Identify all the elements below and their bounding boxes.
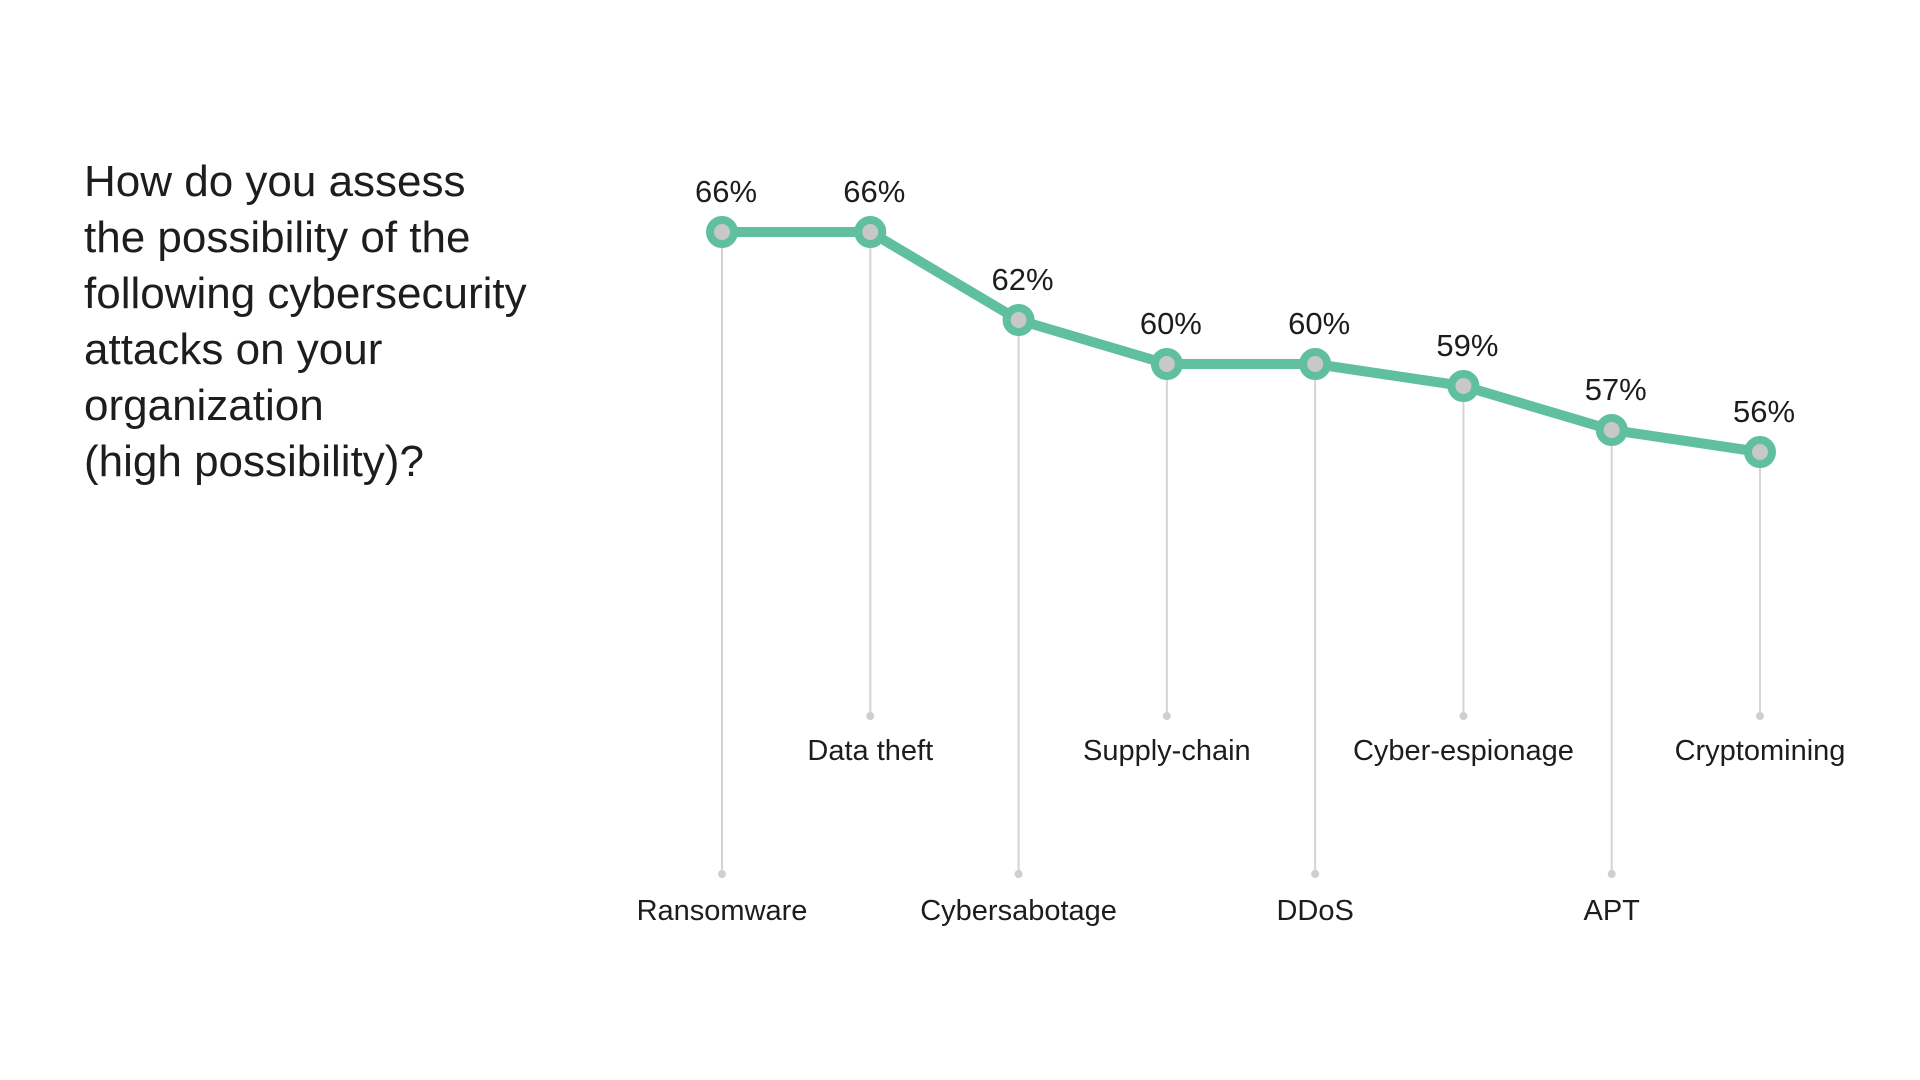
category-label: Supply-chain — [1083, 735, 1251, 767]
data-label: 60% — [1288, 306, 1350, 341]
data-label: 56% — [1733, 394, 1795, 429]
data-point — [1447, 370, 1480, 402]
category-label: Data theft — [807, 735, 933, 767]
leader-end-dot — [1162, 712, 1171, 720]
leader-end-dot — [1014, 870, 1023, 878]
category-label: Cyber-espionage — [1353, 735, 1574, 767]
chart-title-line: attacks on your — [84, 325, 382, 374]
data-label: 59% — [1436, 328, 1498, 363]
chart-title-line: organization — [84, 381, 324, 430]
data-point — [1150, 348, 1183, 380]
data-point — [1744, 436, 1776, 468]
data-labels: 66% 66% 62% 60% 60% 59% 57% 56% — [695, 174, 1795, 429]
chart-title-line: (high possibility)? — [84, 437, 424, 486]
chart-title-line: How do you assess — [84, 157, 466, 206]
data-point — [1002, 304, 1035, 336]
category-label: Ransomware — [637, 895, 808, 927]
chart-title-line: the possibility of the — [84, 213, 470, 262]
leader-end-dot — [1459, 712, 1468, 720]
category-label: APT — [1584, 895, 1641, 927]
data-point — [1299, 348, 1332, 380]
data-label: 62% — [992, 262, 1054, 297]
series-line-group — [717, 227, 1765, 457]
data-label: 66% — [843, 174, 905, 209]
leader-end-dot — [1756, 712, 1764, 720]
leader-end-dot — [1607, 870, 1616, 878]
series-line — [717, 227, 1765, 457]
leader-end-dot — [866, 712, 875, 720]
category-labels: Ransomware Data theft Cybersabotage Supply-… — [637, 735, 1846, 927]
category-label: DDoS — [1276, 895, 1353, 927]
leader-end-dot — [718, 870, 726, 878]
data-label: 66% — [695, 174, 757, 209]
data-label: 60% — [1140, 306, 1202, 341]
chart-title-line: following cybersecurity — [84, 269, 527, 318]
data-point — [706, 216, 738, 248]
category-label: Cybersabotage — [920, 895, 1117, 927]
category-label: Cryptomining — [1675, 735, 1846, 767]
leader-lines — [718, 232, 1764, 878]
data-label: 57% — [1585, 372, 1647, 407]
data-point — [854, 216, 887, 248]
leader-end-dot — [1311, 870, 1320, 878]
chart-title: How do you assess the possibility of the f… — [84, 157, 527, 486]
data-point — [1595, 414, 1628, 446]
data-points — [706, 216, 1776, 468]
